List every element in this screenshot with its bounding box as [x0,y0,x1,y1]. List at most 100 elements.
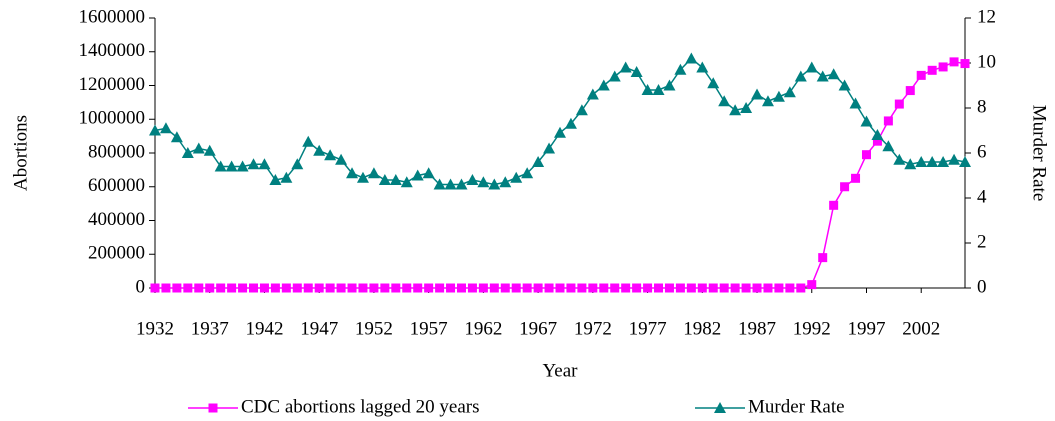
marker [575,104,588,116]
marker [347,283,357,293]
marker [203,144,216,156]
marker [369,283,379,293]
x-tick-label: 1932 [136,318,174,339]
marker [411,169,424,181]
marker [861,150,871,160]
marker [346,167,359,179]
x-tick-label: 1957 [410,318,448,339]
legend-label: Murder Rate [748,396,845,417]
marker [172,283,182,293]
marker [258,158,271,170]
marker [161,283,171,293]
x-tick-label: 1942 [245,318,283,339]
marker [358,283,368,293]
marker [675,283,685,293]
marker [730,283,740,293]
marker [926,156,939,167]
x-tick-label: 1992 [793,318,831,339]
marker [763,283,773,293]
y-tick-label: 1200000 [79,74,146,95]
marker [938,62,948,72]
y2-axis-title: Murder Rate [1029,105,1050,202]
y2-tick-label: 8 [977,96,987,117]
marker [555,283,565,293]
marker [413,283,423,293]
marker [752,283,762,293]
marker [796,283,806,293]
marker [597,79,610,91]
marker [785,283,795,293]
y-tick-label: 1600000 [79,6,146,27]
marker [389,174,402,185]
marker [456,283,466,293]
marker [818,253,828,263]
x-tick-label: 1972 [574,318,612,339]
marker [783,86,796,98]
marker [391,283,401,293]
marker [511,283,521,293]
marker [477,176,490,188]
series-line [154,57,966,186]
x-tick-label: 1997 [847,318,885,339]
marker [566,283,576,293]
x-tick-label: 1937 [191,318,229,339]
marker [150,283,160,293]
marker [663,79,676,91]
marker [838,79,851,91]
y2-tick-label: 4 [977,186,987,207]
marker [652,84,665,95]
y-tick-label: 600000 [88,175,145,196]
marker [619,61,632,73]
marker [632,283,642,293]
marker [324,149,337,161]
x-tick-label: 1987 [738,318,776,339]
marker [335,153,348,165]
marker [827,68,840,80]
marker [794,70,807,82]
marker [192,142,205,154]
y2-tick-label: 6 [977,141,987,162]
marker [697,283,707,293]
marker [686,283,696,293]
marker [883,116,893,126]
marker [336,283,346,293]
marker [214,160,227,172]
marker [378,174,391,185]
marker [367,167,380,179]
marker [270,283,280,293]
marker [356,171,369,183]
marker [718,95,731,107]
marker [325,283,335,293]
marker [170,131,183,143]
marker [805,61,818,73]
marker [446,283,456,293]
marker [466,174,479,185]
marker [400,176,413,188]
marker [851,173,861,183]
marker [849,97,862,109]
marker [238,283,248,293]
marker [621,283,631,293]
marker [313,144,326,156]
marker [860,115,873,127]
marker [216,283,226,293]
marker [422,167,435,179]
marker [522,283,532,293]
y-tick-label: 1000000 [79,108,146,129]
marker [159,122,172,134]
marker [714,402,726,413]
marker [544,283,554,293]
marker [915,156,928,167]
y2-tick-label: 12 [977,6,996,27]
marker [948,153,961,165]
marker [444,178,457,190]
marker [554,126,566,138]
marker [949,57,959,67]
marker [761,95,774,107]
marker [302,135,315,147]
y2-tick-label: 0 [977,276,987,297]
marker [577,283,587,293]
marker [249,283,259,293]
y-tick-label: 400000 [88,209,145,230]
